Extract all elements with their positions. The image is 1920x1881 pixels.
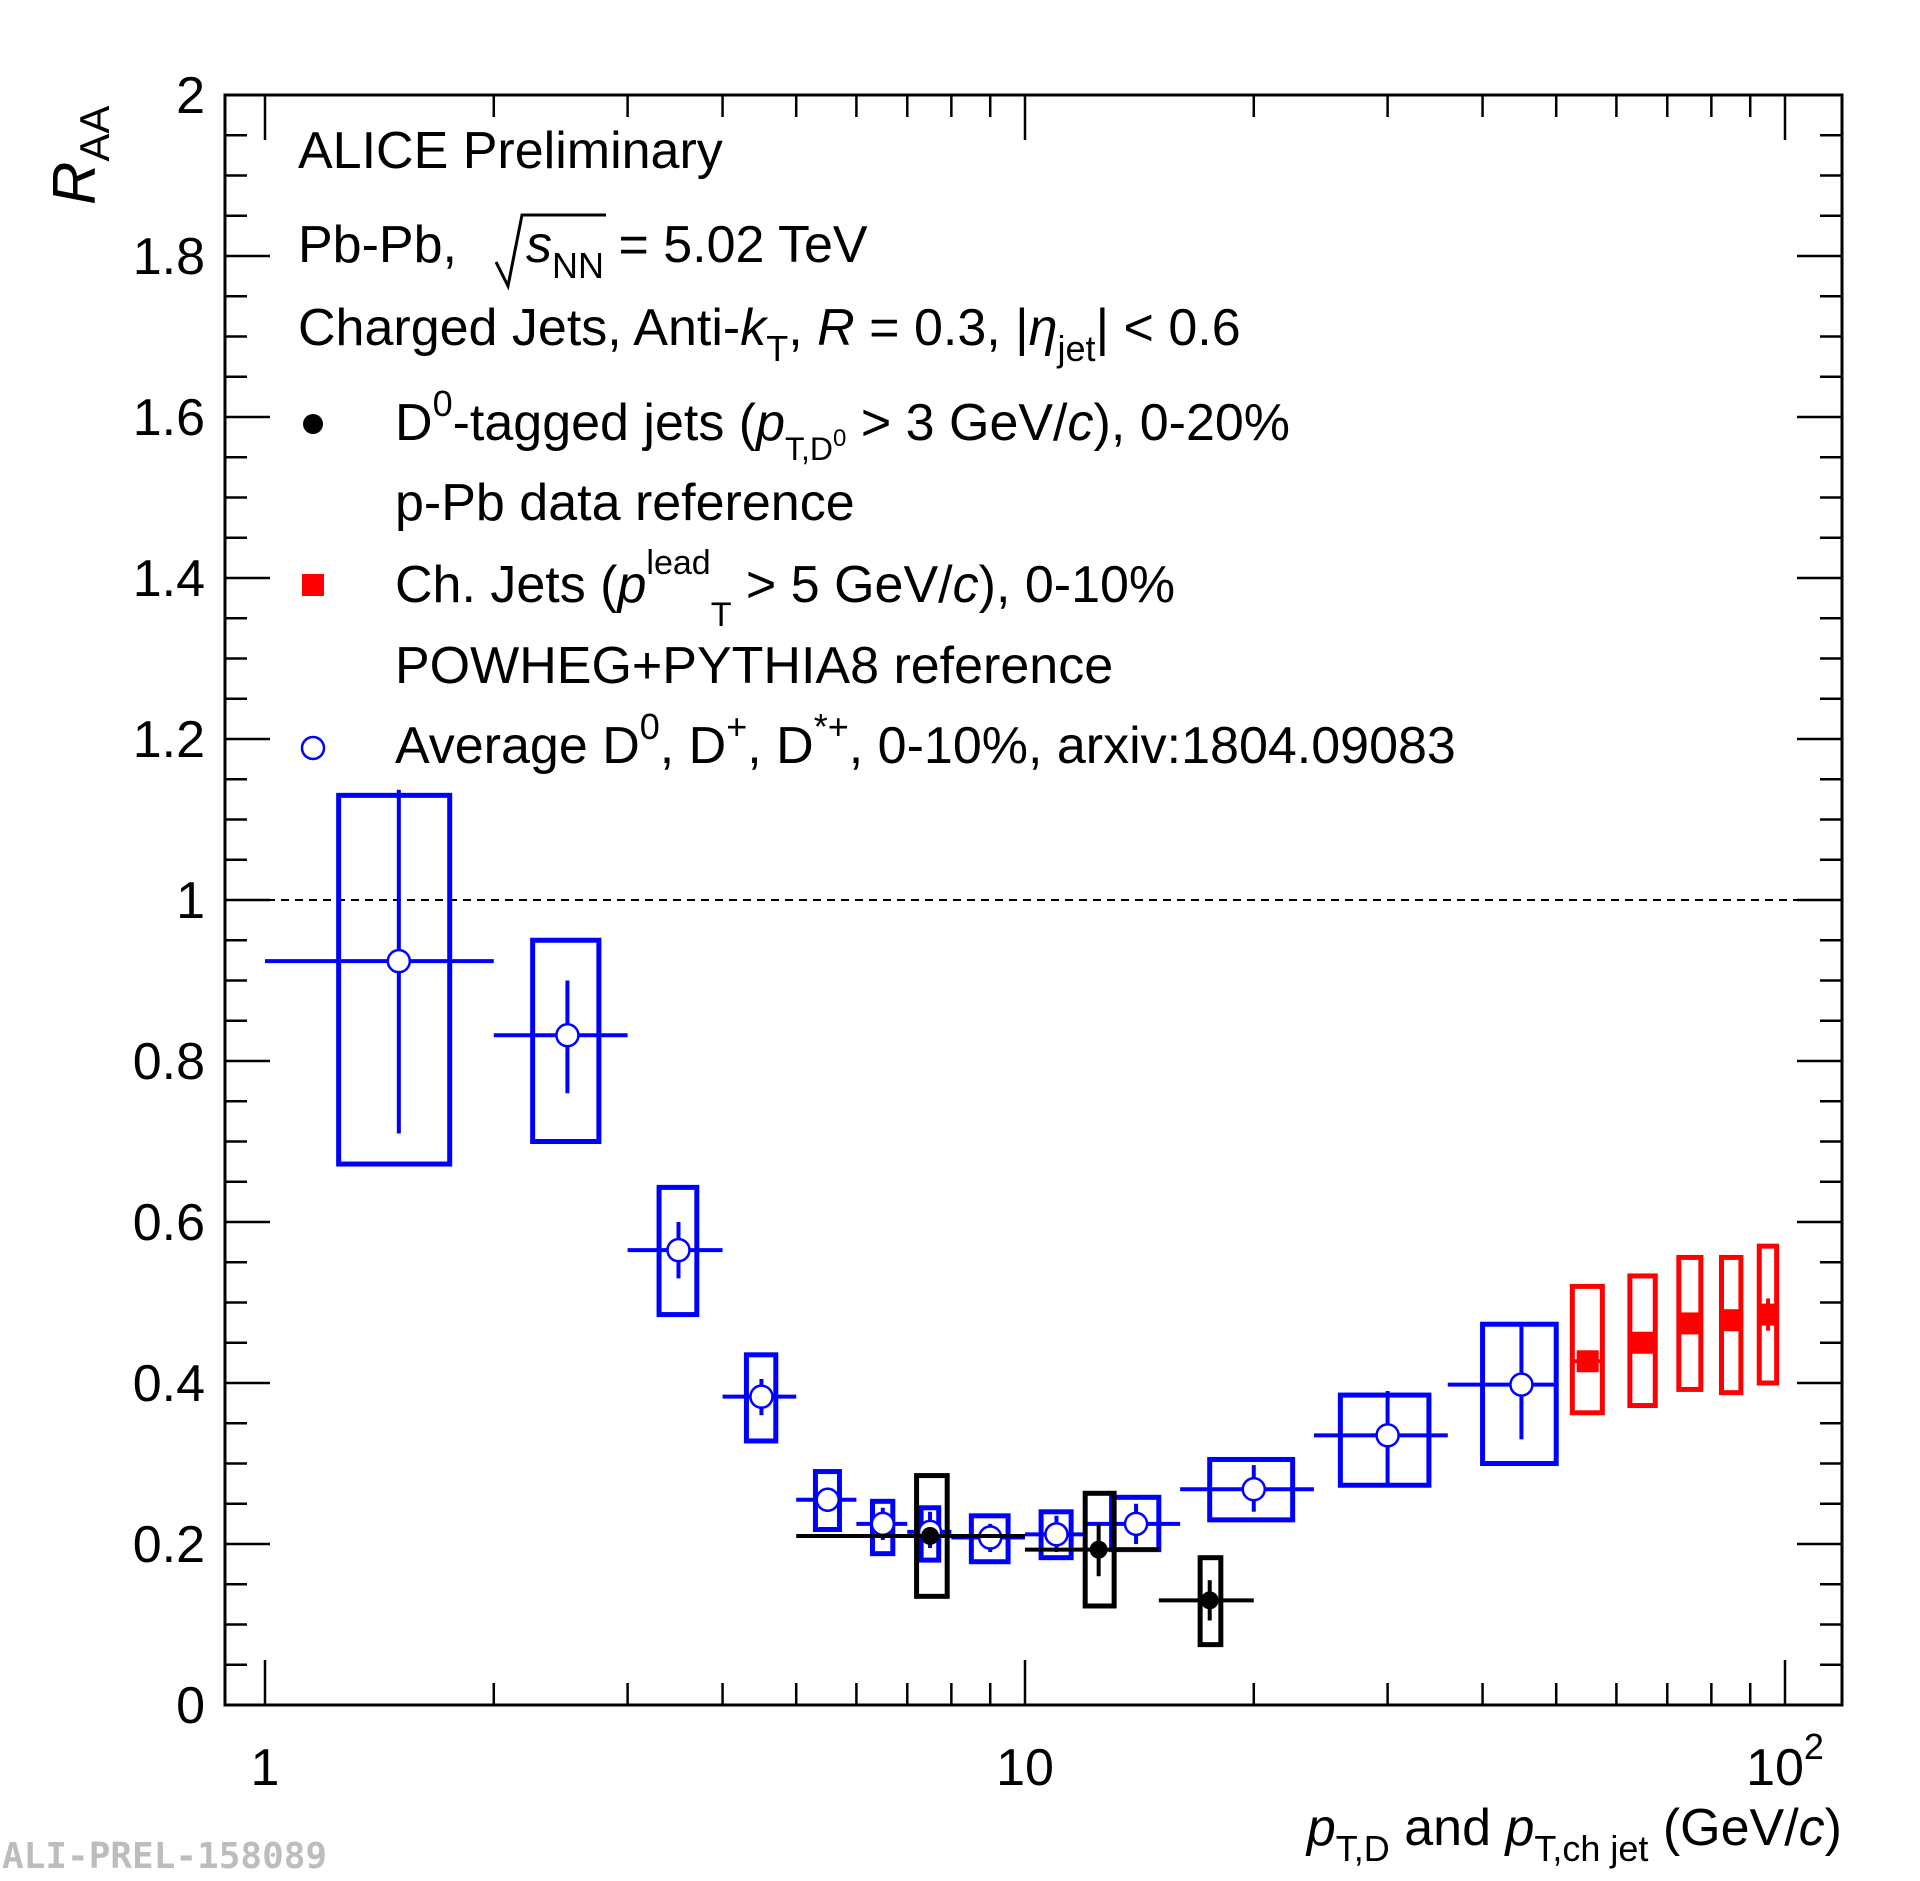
data-point (870, 1511, 896, 1537)
data-point (921, 1526, 940, 1545)
data-point (555, 1022, 580, 1048)
legend-marker-avg-d (300, 735, 326, 761)
x-tick-label: 10 (996, 1739, 1054, 1797)
sys-box (1337, 1392, 1432, 1488)
data-point (1631, 1331, 1654, 1354)
header-experiment: ALICE Preliminary (298, 122, 723, 180)
data-point (666, 1237, 691, 1263)
data-point (1576, 1350, 1599, 1373)
legend-marker-ch-jets (302, 574, 324, 596)
data-point (749, 1384, 774, 1409)
y-tick-label: 1 (176, 872, 205, 930)
y-tick-label: 0 (176, 1677, 205, 1735)
y-tick-label: 1.8 (133, 228, 205, 286)
data-point (1044, 1522, 1069, 1547)
sys-box (530, 937, 602, 1144)
x-tick-label: 1 (251, 1739, 280, 1797)
y-tick-label: 0.6 (133, 1194, 205, 1252)
data-point (1375, 1423, 1400, 1448)
y-tick-label: 2 (176, 67, 205, 125)
data-point (1123, 1511, 1149, 1537)
legend-label-avg-d: Average D0, D+, D*+, 0-10%, arxiv:1804.0… (395, 706, 1456, 775)
y-tick-label: 0.2 (133, 1516, 205, 1574)
data-point (1509, 1372, 1534, 1397)
legend-label-ch-jets-reference: POWHEG+PYTHIA8 reference (395, 637, 1113, 695)
sys-box (1480, 1321, 1559, 1466)
sys-box (336, 792, 453, 1167)
data-point (1241, 1477, 1267, 1502)
data-point (815, 1487, 840, 1512)
y-tick-label: 0.4 (133, 1355, 205, 1413)
x-axis-title: pT,D and pT,ch jet (GeV/c) (1305, 1799, 1842, 1869)
data-point (1720, 1309, 1743, 1332)
y-tick-label: 1.6 (133, 389, 205, 447)
watermark-label: ALI-PREL-158089 (2, 1836, 327, 1876)
data-point (1679, 1312, 1702, 1335)
sqrt-sign (494, 213, 606, 291)
y-tick-label: 1.2 (133, 711, 205, 769)
sys-box (1627, 1273, 1658, 1409)
header-energy: sNN = 5.02 TeV (526, 216, 868, 286)
legend-label-d0-reference: p-Pb data reference (395, 474, 855, 532)
sys-box (1569, 1283, 1605, 1416)
data-point (1089, 1540, 1108, 1559)
y-axis-title: RAA (41, 106, 118, 205)
data-point (386, 948, 412, 974)
legend-label-ch-jets: Ch. Jets (pleadT > 5 GeV/c), 0-10% (395, 544, 1175, 634)
y-tick-label: 0.8 (133, 1033, 205, 1091)
data-point (1200, 1591, 1219, 1610)
legend-marker-d0-jets (303, 414, 323, 434)
header-system: Pb-Pb, (298, 216, 457, 274)
y-tick-label: 1.4 (133, 550, 205, 608)
x-tick-label: 102 (1746, 1726, 1824, 1797)
data-point (1757, 1303, 1780, 1326)
legend-label-d0-jets: D0-tagged jets (pT,D0 > 3 GeV/c), 0-20% (395, 383, 1290, 467)
header-jet-selection: Charged Jets, Anti-kT, R = 0.3, |ηjet| <… (298, 299, 1241, 369)
